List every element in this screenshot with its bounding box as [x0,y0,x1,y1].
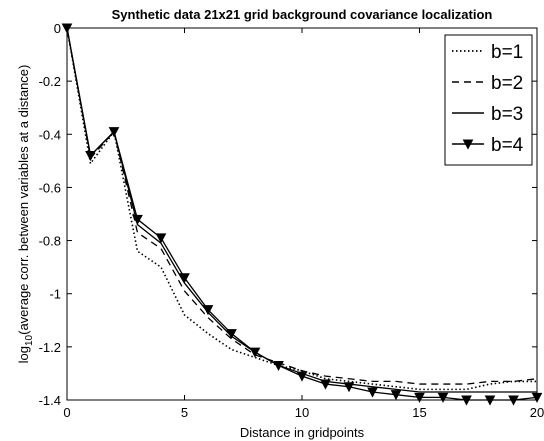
x-axis: 0 5 10 15 20 [63,28,544,420]
data-point-b=4 [202,305,214,316]
legend-label-b=4: b=4 [491,135,524,156]
y-tick-label: -1 [49,287,61,302]
data-point-b=4 [367,387,378,398]
legend-box [444,34,533,166]
y-axis-title-subscript: 10 [24,334,35,346]
y-tick-label: 0 [54,21,61,36]
data-point-b=4 [226,329,237,340]
x-tick-label: 0 [63,405,70,420]
data-point-b=4 [390,390,402,401]
data-point-b=4 [273,360,284,372]
data-point-b=4 [249,347,261,358]
y-tick-label: -1.4 [39,393,61,408]
data-point-b=4 [85,151,96,162]
data-point-b=4 [320,379,331,390]
y-axis-title: log10(average corr. between variables at… [16,65,35,364]
y-tick-label: -1.2 [39,340,61,355]
x-tick-label: 10 [295,405,309,420]
data-point-b=4 [343,382,355,393]
legend: b=1 b=2 b=3 b=4 [444,34,533,166]
series-line-b=2 [66,27,538,385]
data-point-b=4 [437,392,449,403]
legend-label-b=2: b=2 [491,73,523,94]
legend-marker-b=4 [462,139,474,150]
y-tick-label: -0.8 [39,234,61,249]
legend-label-b=3: b=3 [491,104,523,125]
data-point-b=4 [179,273,190,284]
y-tick-label: -0.2 [39,74,61,89]
x-axis-title: Distance in gridpoints [240,425,365,440]
series-layer [61,23,543,406]
data-point-b=4 [296,371,308,382]
y-axis: 0 -0.2 -0.4 -0.6 -0.8 -1 -1.2 -1.4 [39,21,537,408]
y-tick-label: -0.6 [39,180,61,195]
x-tick-label: 20 [530,405,544,420]
y-axis-title-suffix: (average corr. between variables at a di… [16,65,31,335]
data-point-b=4 [132,214,143,225]
x-tick-label: 5 [181,405,188,420]
chart-title: Synthetic data 21x21 grid background cov… [112,7,493,22]
y-tick-label: -0.4 [39,127,61,142]
data-point-b=4 [155,233,167,244]
data-point-b=4 [108,127,120,138]
legend-label-b=1: b=1 [491,42,523,63]
x-tick-label: 15 [412,405,426,420]
y-axis-title-prefix: log [16,346,31,363]
